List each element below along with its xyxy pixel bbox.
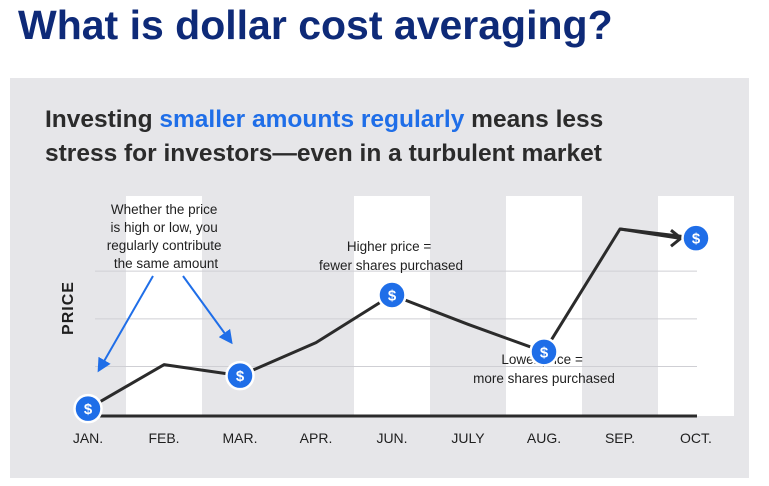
x-tick-label: JUN. [376,430,407,446]
x-tick-label: FEB. [148,430,179,446]
column-band-aug [506,196,582,416]
dollar-sign: $ [540,344,549,361]
x-tick-label: MAR. [223,430,258,446]
dollar-sign: $ [84,401,93,418]
page-title: What is dollar cost averaging? [18,2,613,48]
arrow-to-mar [182,275,233,345]
dollar-coin-icon: $ [681,223,711,253]
dollar-sign: $ [388,288,397,305]
x-tick-label: JULY [451,430,485,446]
annotation-line: regularly contribute [107,238,222,253]
line-arrow-segment [619,227,680,240]
annotation-line: Whether the price [111,202,218,217]
subtitle-line1-start: Investing [45,106,160,133]
dollar-coin-icon: $ [529,337,559,367]
dollar-coin-icon: $ [73,393,103,424]
subtitle-line1-end: means less [464,106,604,133]
annotation-regular-contribution: Whether the price is high or low, you re… [107,202,226,271]
annotation-line: the same amount [114,256,219,271]
x-tick-label: OCT. [680,430,712,446]
annotation-line: more shares purchased [473,371,615,386]
annotation-line: fewer shares purchased [319,258,463,273]
dollar-coin-icon: $ [377,280,407,310]
dollar-coin-icon: $ [225,360,255,391]
arrow-to-jan [97,275,154,373]
line-arrowhead [670,228,684,248]
annotation-higher-price: Higher price = fewer shares purchased [319,239,463,273]
dollar-sign: $ [692,231,701,248]
chart-subtitle: Investing smaller amounts regularly mean… [45,103,603,171]
y-axis-title: PRICE [60,281,77,335]
dollar-sign: $ [236,368,245,385]
x-tick-label: APR. [300,430,333,446]
subtitle-highlight: smaller amounts regularly [159,106,465,133]
annotation-line: is high or low, you [110,220,217,235]
x-tick-label: AUG. [527,430,561,446]
x-tick-label: SEP. [605,430,635,446]
x-tick-label: JAN. [73,430,103,446]
subtitle-line2: stress for investors—even in a turbulent… [45,140,602,167]
annotation-line: Higher price = [347,239,432,254]
